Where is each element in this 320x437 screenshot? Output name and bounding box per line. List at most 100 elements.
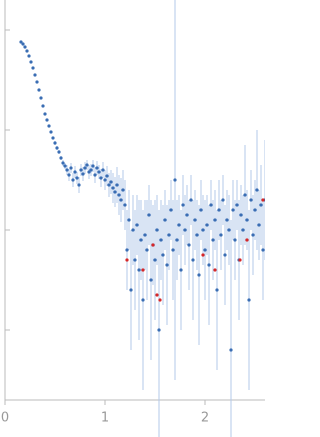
data-point	[243, 193, 247, 197]
data-point	[155, 228, 159, 232]
data-point	[23, 45, 27, 49]
data-point	[165, 263, 169, 267]
data-point	[163, 218, 167, 222]
data-point	[139, 238, 143, 242]
data-point	[41, 104, 45, 108]
data-point	[43, 112, 47, 116]
data-point	[103, 178, 107, 182]
data-point	[141, 268, 145, 272]
data-point	[45, 118, 49, 122]
data-point	[259, 203, 263, 207]
data-point	[69, 166, 73, 170]
data-point	[195, 233, 199, 237]
data-point	[215, 288, 219, 292]
x-tick-label: 2	[201, 411, 209, 426]
data-point	[201, 253, 205, 257]
data-point	[109, 180, 113, 184]
data-point	[75, 176, 79, 180]
data-point	[131, 228, 135, 232]
data-point	[63, 164, 67, 168]
data-point	[167, 233, 171, 237]
data-point	[21, 42, 25, 46]
data-point	[261, 248, 265, 252]
data-point	[213, 218, 217, 222]
data-point	[27, 54, 31, 58]
data-point	[249, 198, 253, 202]
data-point	[177, 223, 181, 227]
data-point	[71, 178, 75, 182]
data-point	[113, 190, 117, 194]
data-point	[57, 150, 61, 154]
data-point	[158, 298, 162, 302]
data-point	[221, 198, 225, 202]
data-point	[25, 49, 29, 53]
data-point	[197, 273, 201, 277]
data-point	[255, 188, 259, 192]
data-point	[229, 348, 233, 352]
data-point	[189, 198, 193, 202]
data-point	[205, 223, 209, 227]
data-point	[123, 203, 127, 207]
data-point	[39, 96, 43, 100]
data-point	[61, 161, 65, 165]
data-point	[155, 293, 159, 297]
data-point	[79, 168, 83, 172]
data-point	[33, 73, 37, 77]
data-point	[238, 258, 242, 262]
data-point	[31, 66, 35, 70]
data-point	[193, 218, 197, 222]
data-point	[223, 253, 227, 257]
data-point	[135, 223, 139, 227]
data-point	[137, 268, 141, 272]
data-point	[101, 168, 105, 172]
data-point	[127, 218, 131, 222]
data-point	[203, 248, 207, 252]
data-point	[37, 88, 41, 92]
data-point	[119, 198, 123, 202]
data-point	[213, 268, 217, 272]
data-point	[29, 60, 33, 64]
data-point	[159, 238, 163, 242]
data-point	[241, 228, 245, 232]
data-point	[65, 168, 69, 172]
data-point	[169, 208, 173, 212]
data-point	[247, 298, 251, 302]
data-point	[77, 183, 81, 187]
data-point	[121, 188, 125, 192]
data-point	[47, 124, 51, 128]
data-point	[245, 238, 249, 242]
data-point	[67, 173, 71, 177]
data-point	[245, 218, 249, 222]
data-point	[181, 203, 185, 207]
data-point	[179, 268, 183, 272]
data-point	[59, 156, 63, 160]
data-point	[107, 183, 111, 187]
chart: 0 1 2	[1, 0, 265, 437]
x-tick-label: 0	[1, 411, 9, 426]
data-point	[91, 164, 95, 168]
data-point	[73, 170, 77, 174]
data-point	[83, 166, 87, 170]
data-point	[81, 172, 85, 176]
data-point	[87, 170, 91, 174]
data-point	[209, 203, 213, 207]
data-point	[233, 238, 237, 242]
data-point	[251, 233, 255, 237]
data-point	[225, 218, 229, 222]
data-point	[111, 186, 115, 190]
data-point	[191, 258, 195, 262]
x-tick-label: 1	[101, 411, 109, 426]
data-point	[199, 208, 203, 212]
data-point	[257, 223, 261, 227]
data-point	[19, 40, 23, 44]
data-point	[219, 233, 223, 237]
data-point	[227, 228, 231, 232]
data-point	[185, 213, 189, 217]
data-point	[133, 258, 137, 262]
data-point	[147, 213, 151, 217]
data-point	[149, 278, 153, 282]
data-point	[201, 228, 205, 232]
data-point	[105, 174, 109, 178]
data-point	[187, 243, 191, 247]
data-point	[183, 228, 187, 232]
